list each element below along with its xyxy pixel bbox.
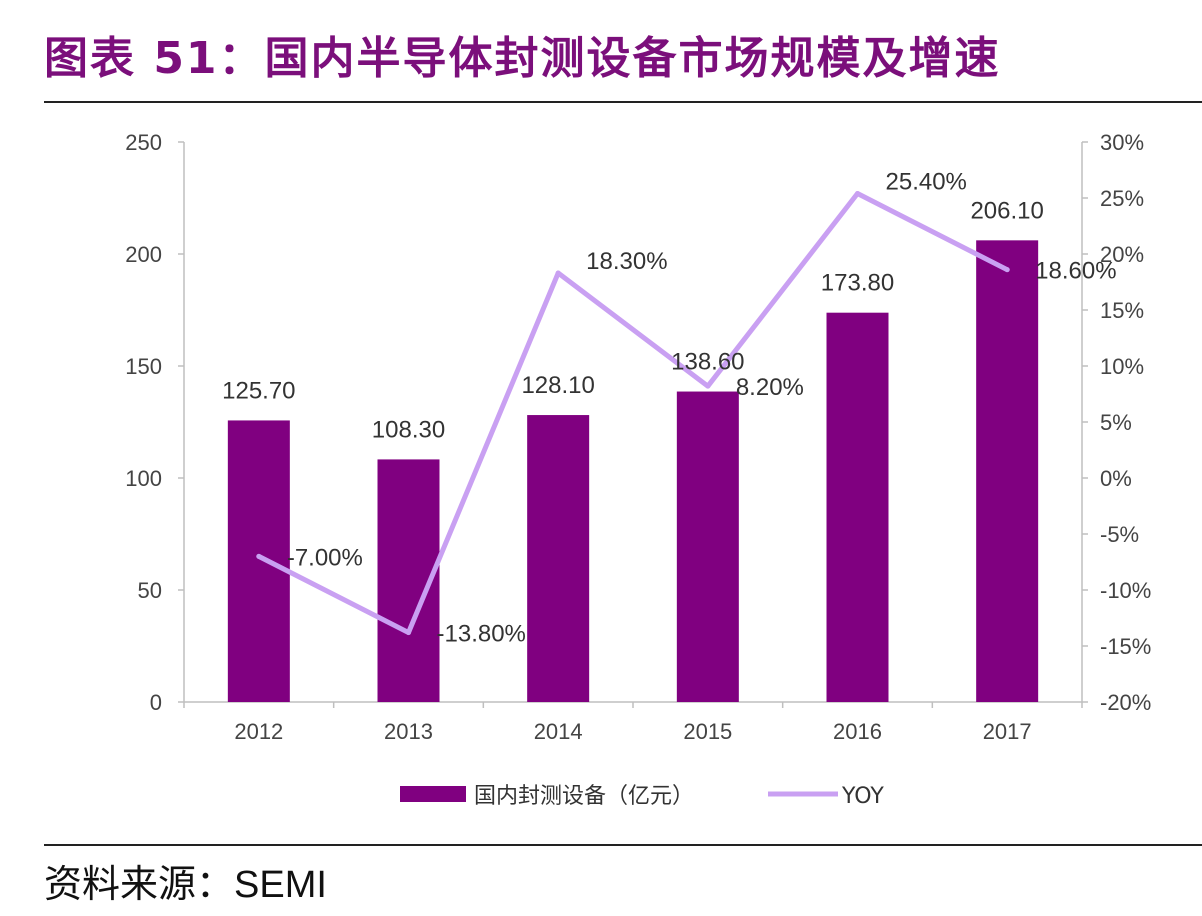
bar-value-label: 206.10 — [970, 197, 1043, 224]
x-tick-label: 2012 — [234, 719, 283, 744]
right-tick-label: -10% — [1100, 578, 1151, 603]
bar — [826, 312, 889, 702]
legend-bar-swatch — [400, 786, 466, 802]
right-tick-label: 5% — [1100, 410, 1132, 435]
legend: 国内封测设备（亿元） YOY — [400, 784, 884, 809]
bar-value-label: 125.70 — [222, 377, 295, 404]
left-tick-label: 150 — [125, 354, 162, 379]
right-tick-label: 0% — [1100, 466, 1132, 491]
x-tick-label: 2013 — [384, 719, 433, 744]
yoy-point — [256, 553, 262, 559]
bar — [227, 420, 290, 702]
chart-title: 图表 51：国内半导体封测设备市场规模及增速 — [44, 33, 1001, 84]
yoy-line-series — [256, 191, 1010, 636]
right-tick-label: 20% — [1100, 242, 1144, 267]
yoy-point — [406, 630, 411, 636]
bar — [676, 391, 739, 702]
yoy-value-label: 18.30% — [586, 248, 667, 275]
yoy-value-label: -13.80% — [437, 621, 526, 648]
source-value: SEMI — [234, 864, 327, 906]
yoy-point — [855, 191, 860, 197]
right-tick-label: 15% — [1100, 298, 1144, 323]
bar-series — [227, 240, 1039, 702]
legend-line-label: YOY — [841, 784, 884, 809]
yoy-value-label: 25.40% — [886, 169, 967, 196]
yoy-point — [1004, 267, 1010, 273]
right-tick-label: -20% — [1100, 690, 1151, 715]
source-divider — [44, 844, 1202, 846]
data-labels: 125.70 108.30 128.10 138.60 173.80 206.10 -7.0… — [222, 169, 1116, 648]
yoy-point — [705, 383, 711, 389]
title-divider — [44, 101, 1202, 103]
source-note: 资料来源：SEMI — [44, 853, 327, 908]
left-tick-label: 50 — [138, 578, 162, 603]
bar-value-label: 128.10 — [521, 372, 594, 399]
yoy-value-label: -7.00% — [287, 544, 363, 571]
axes: 0 50 100 150 200 250 -20% -15% -10% -5% 0% 5% 10% 15%… — [125, 130, 1151, 744]
bar-value-label: 173.80 — [821, 270, 894, 297]
left-tick-label: 100 — [125, 466, 162, 491]
right-tick-label: -15% — [1100, 634, 1151, 659]
right-tick-label: 10% — [1100, 354, 1144, 379]
x-tick-label: 2014 — [534, 719, 583, 744]
x-tick-label: 2017 — [983, 719, 1032, 744]
bar-value-label: 138.60 — [671, 349, 744, 376]
source-label: 资料来源： — [44, 862, 235, 906]
bar-value-label: 108.30 — [372, 416, 445, 443]
yoy-value-label: 8.20% — [736, 374, 804, 401]
x-tick-label: 2015 — [683, 719, 732, 744]
yoy-point — [555, 270, 561, 276]
yoy-line — [256, 191, 1010, 636]
left-tick-label: 250 — [125, 130, 162, 155]
left-tick-label: 200 — [125, 242, 162, 267]
right-tick-label: -5% — [1100, 522, 1139, 547]
legend-bar-label: 国内封测设备（亿元） — [474, 784, 694, 809]
right-tick-label: 25% — [1100, 186, 1144, 211]
bar — [976, 240, 1039, 702]
x-tick-label: 2016 — [833, 719, 882, 744]
left-tick-label: 0 — [150, 690, 162, 715]
right-tick-label: 30% — [1100, 130, 1144, 155]
yoy-value-label: 18.60% — [1035, 258, 1116, 285]
bar — [527, 415, 590, 702]
